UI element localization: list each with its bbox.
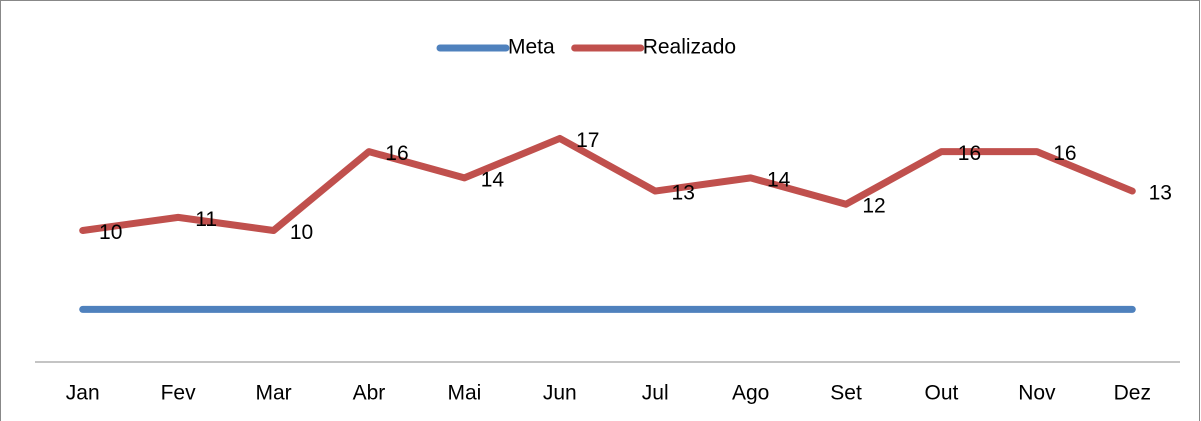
x-tick-label: Jan [66, 382, 100, 405]
x-tick-label: Nov [1018, 382, 1056, 405]
series-line [79, 134, 1136, 234]
x-tick-label: Abr [353, 382, 386, 405]
data-label: 16 [1053, 142, 1076, 165]
data-label: 16 [385, 142, 408, 165]
x-tick-label: Dez [1114, 382, 1151, 405]
legend-label: Realizado [643, 36, 736, 59]
data-label: 10 [290, 221, 313, 244]
data-label: 13 [672, 182, 695, 205]
data-label: 13 [1149, 182, 1172, 205]
data-label: 17 [576, 129, 599, 152]
legend-label: Meta [508, 36, 555, 59]
data-label: 11 [195, 208, 217, 231]
x-tick-label: Set [830, 382, 862, 405]
data-label: 16 [958, 142, 981, 165]
data-label: 12 [862, 195, 885, 218]
data-label: 14 [481, 168, 505, 191]
x-tick-label: Fev [161, 382, 197, 405]
data-label: 14 [767, 168, 791, 191]
x-tick-label: Jun [543, 382, 577, 405]
data-label: 10 [99, 221, 122, 244]
x-tick-label: Jul [642, 382, 669, 405]
x-tick-label: Mar [255, 382, 291, 405]
x-tick-label: Out [925, 382, 959, 405]
x-tick-label: Mai [447, 382, 481, 405]
x-tick-label: Ago [732, 382, 769, 405]
